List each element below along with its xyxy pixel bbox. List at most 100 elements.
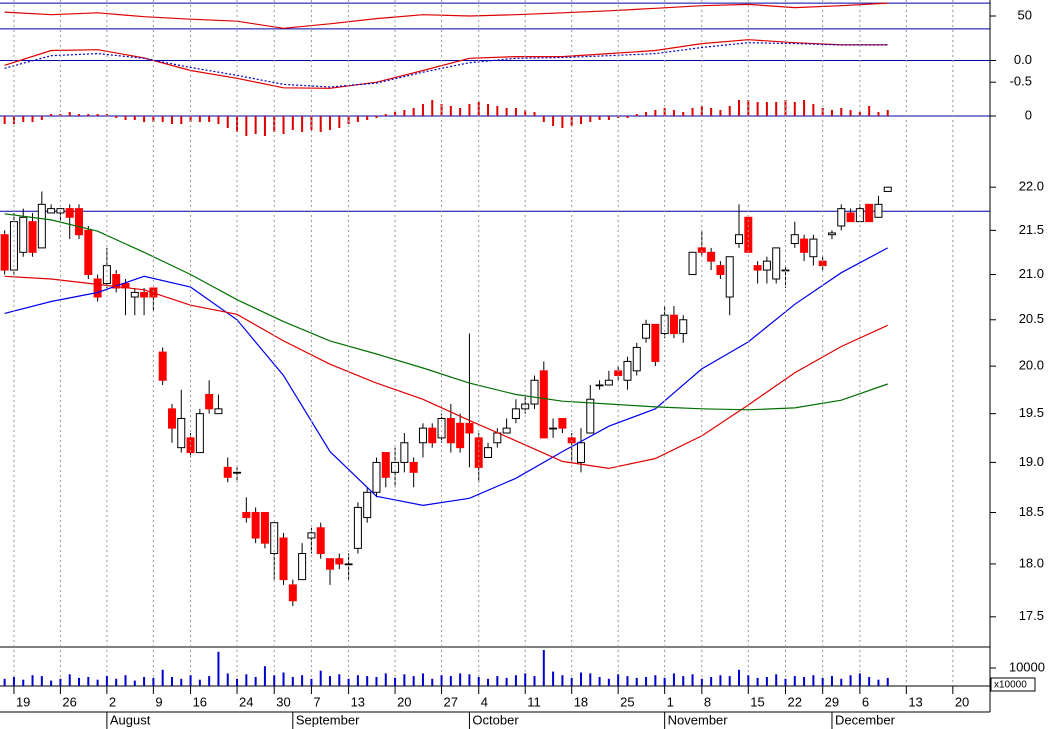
x-tick-label: 8 — [704, 694, 711, 709]
bar — [338, 116, 341, 128]
bar — [394, 677, 397, 686]
candle-body — [167, 408, 176, 429]
candle-body — [642, 323, 651, 339]
candle-body — [623, 360, 632, 381]
candle-body — [474, 437, 483, 468]
bar — [263, 666, 266, 686]
bar — [319, 670, 322, 686]
candle-body — [604, 379, 613, 386]
candle-body — [809, 238, 818, 258]
bar — [830, 110, 833, 116]
y-tick-label: 0 — [1025, 107, 1032, 122]
candle-body — [800, 238, 809, 253]
bar — [3, 678, 6, 686]
bar — [635, 114, 638, 116]
bar — [282, 116, 285, 134]
bar — [180, 678, 183, 686]
bar — [459, 673, 462, 686]
bar — [152, 116, 155, 122]
y-tick-label: 21.5 — [1019, 222, 1044, 237]
bar — [477, 102, 480, 116]
bar — [273, 116, 276, 132]
bar — [654, 675, 657, 686]
candle-body — [353, 506, 362, 549]
bar — [589, 116, 592, 122]
candle-body — [316, 527, 325, 555]
bar — [50, 680, 53, 686]
bar — [626, 676, 629, 686]
x-tick-label: 2 — [109, 694, 116, 709]
candle-body — [484, 447, 493, 458]
bar — [468, 104, 471, 116]
bar — [812, 675, 815, 686]
bar — [830, 676, 833, 686]
bar — [617, 674, 620, 686]
candle-body — [772, 247, 781, 280]
bar — [579, 116, 582, 124]
y-tick-label: 0.0 — [1014, 52, 1032, 67]
x-tick-label: 20 — [955, 694, 969, 709]
bar — [598, 676, 601, 686]
bar — [533, 676, 536, 686]
bar — [747, 100, 750, 116]
candle-body — [205, 393, 214, 410]
x-tick-label: 24 — [239, 694, 253, 709]
bar — [487, 678, 490, 686]
bar — [87, 676, 90, 686]
bar — [477, 676, 480, 686]
bar — [449, 676, 452, 686]
bar — [598, 116, 601, 120]
bar — [161, 116, 164, 122]
bar — [738, 100, 741, 116]
candle-body — [409, 461, 418, 473]
bar — [124, 675, 127, 686]
bar — [626, 116, 629, 118]
candle-body — [586, 398, 595, 434]
bar — [40, 116, 43, 120]
x-tick-label: 26 — [62, 694, 76, 709]
month-label: December — [835, 712, 896, 727]
bar — [245, 116, 248, 136]
bar — [50, 114, 53, 116]
candle-body — [418, 427, 427, 444]
bar — [505, 108, 508, 116]
bar — [384, 673, 387, 686]
candle-body — [502, 427, 511, 434]
x-tick-label: 1 — [667, 694, 674, 709]
candle-body — [837, 208, 846, 227]
bar — [719, 110, 722, 116]
candle-body — [716, 265, 725, 276]
y-tick-label: 19.5 — [1019, 405, 1044, 420]
bar — [524, 110, 527, 116]
y-tick-label: 17.5 — [1019, 608, 1044, 623]
bar — [226, 673, 229, 686]
bar — [87, 114, 90, 116]
bar — [263, 116, 266, 136]
candle-body — [298, 553, 307, 581]
candle-body — [28, 221, 37, 253]
candle-body — [428, 427, 437, 444]
candle-body — [260, 511, 269, 544]
candle-body — [446, 417, 455, 444]
bar — [728, 106, 731, 116]
bar — [821, 677, 824, 686]
bar — [115, 116, 118, 118]
bar — [78, 114, 81, 116]
bar — [877, 112, 880, 116]
unit-label: x10000 — [994, 680, 1027, 691]
candle-body — [381, 452, 390, 478]
candle-body — [177, 417, 186, 449]
bar — [133, 680, 136, 686]
bar — [68, 674, 71, 686]
candle-body — [158, 351, 167, 381]
candle-body — [279, 537, 288, 581]
candle-body — [75, 208, 84, 236]
bar — [301, 116, 304, 132]
candle-body — [874, 203, 883, 218]
bar — [170, 676, 173, 686]
bar — [208, 116, 211, 122]
bar — [226, 116, 229, 128]
x-tick-label: 25 — [620, 694, 634, 709]
bar — [607, 678, 610, 686]
